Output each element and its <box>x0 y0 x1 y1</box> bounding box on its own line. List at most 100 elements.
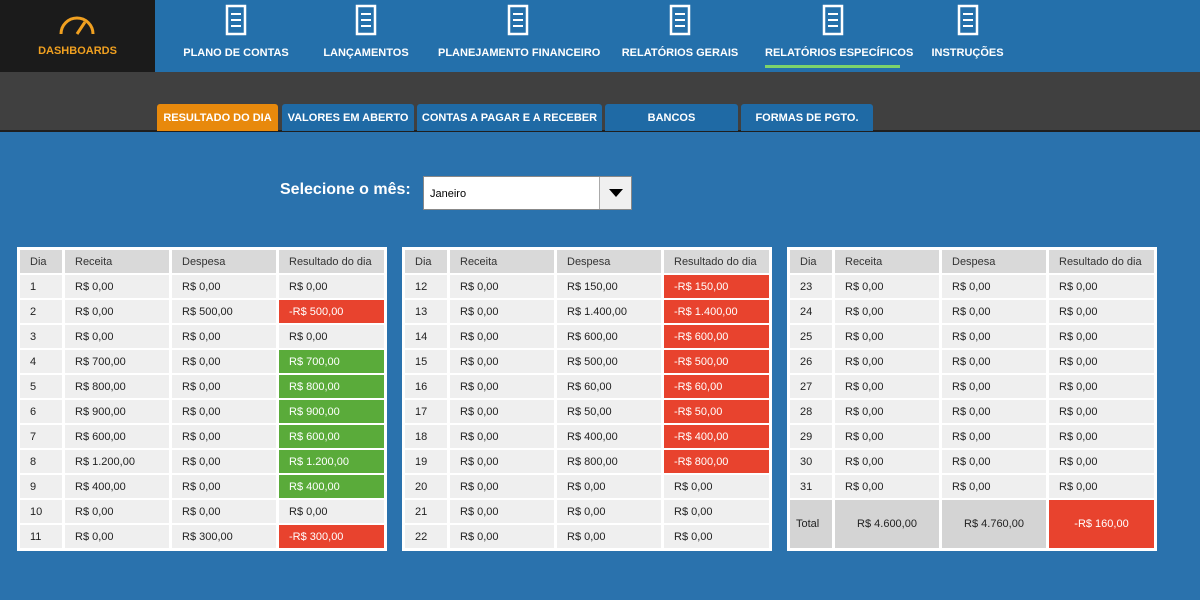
value-cell: R$ 0,00 <box>172 375 276 398</box>
day-cell: 27 <box>790 375 832 398</box>
table-row: 13 R$ 0,00 R$ 1.400,00 -R$ 1.400,00 <box>405 300 769 323</box>
value-cell: R$ 500,00 <box>172 300 276 323</box>
day-cell: 5 <box>20 375 62 398</box>
value-cell: R$ 0,00 <box>1049 325 1154 348</box>
table-row: 8 R$ 1.200,00 R$ 0,00 R$ 1.200,00 <box>20 450 384 473</box>
month-dropdown[interactable]: Janeiro <box>423 176 632 210</box>
nav-label: PLANO DE CONTAS <box>183 47 289 59</box>
value-cell: R$ 0,00 <box>1049 475 1154 498</box>
nav-item[interactable]: PLANEJAMENTO FINANCEIRO <box>438 0 600 72</box>
table-row: 26 R$ 0,00 R$ 0,00 R$ 0,00 <box>790 350 1154 373</box>
value-cell: R$ 0,00 <box>942 325 1046 348</box>
report-table: Dia Receita Despesa Resultado do dia 1 R$ 0,0… <box>17 247 387 551</box>
value-cell: -R$ 300,00 <box>279 525 384 548</box>
value-cell: R$ 0,00 <box>942 475 1046 498</box>
value-cell: R$ 1.400,00 <box>557 300 661 323</box>
column-header: Receita <box>65 250 169 273</box>
table-row: 3 R$ 0,00 R$ 0,00 R$ 0,00 <box>20 325 384 348</box>
value-cell: R$ 0,00 <box>450 350 554 373</box>
table-row: 31 R$ 0,00 R$ 0,00 R$ 0,00 <box>790 475 1154 498</box>
report-table: Dia Receita Despesa Resultado do dia 12 R$ 0,… <box>402 247 772 551</box>
table-row: 7 R$ 600,00 R$ 0,00 R$ 600,00 <box>20 425 384 448</box>
nav-item[interactable]: INSTRUÇÕES <box>920 0 1015 72</box>
value-cell: R$ 0,00 <box>942 375 1046 398</box>
table-row: 11 R$ 0,00 R$ 300,00 -R$ 300,00 <box>20 525 384 548</box>
nav-item[interactable]: PLANO DE CONTAS <box>170 0 302 72</box>
brand[interactable]: DASHBOARDS <box>0 0 155 72</box>
table-row: 10 R$ 0,00 R$ 0,00 R$ 0,00 <box>20 500 384 523</box>
value-cell: R$ 0,00 <box>450 275 554 298</box>
value-cell: R$ 400,00 <box>65 475 169 498</box>
value-cell: R$ 0,00 <box>835 350 939 373</box>
value-cell: R$ 0,00 <box>450 450 554 473</box>
value-cell: -R$ 500,00 <box>279 300 384 323</box>
value-cell: R$ 0,00 <box>835 275 939 298</box>
tab[interactable]: VALORES EM ABERTO <box>282 104 414 131</box>
day-cell: 9 <box>20 475 62 498</box>
value-cell: -R$ 1.400,00 <box>664 300 769 323</box>
day-cell: 31 <box>790 475 832 498</box>
value-cell: R$ 0,00 <box>1049 400 1154 423</box>
gauge-icon <box>59 16 95 35</box>
table-row: 27 R$ 0,00 R$ 0,00 R$ 0,00 <box>790 375 1154 398</box>
day-cell: 8 <box>20 450 62 473</box>
day-cell: 1 <box>20 275 62 298</box>
top-nav: DASHBOARDS PLANO DE CONTAS LANÇAMENTOS PLA… <box>0 0 1200 72</box>
value-cell: R$ 800,00 <box>279 375 384 398</box>
value-cell: R$ 0,00 <box>172 325 276 348</box>
nav-label: RELATÓRIOS ESPECÍFICOS <box>765 47 914 59</box>
column-header: Dia <box>20 250 62 273</box>
value-cell: R$ 0,00 <box>1049 275 1154 298</box>
day-cell: 10 <box>20 500 62 523</box>
value-cell: R$ 0,00 <box>664 525 769 548</box>
table-row: 28 R$ 0,00 R$ 0,00 R$ 0,00 <box>790 400 1154 423</box>
value-cell: R$ 800,00 <box>557 450 661 473</box>
value-cell: -R$ 50,00 <box>664 400 769 423</box>
table-row: 9 R$ 400,00 R$ 0,00 R$ 400,00 <box>20 475 384 498</box>
value-cell: R$ 0,00 <box>279 275 384 298</box>
day-cell: 28 <box>790 400 832 423</box>
value-cell: R$ 0,00 <box>942 400 1046 423</box>
day-cell: 26 <box>790 350 832 373</box>
column-header: Resultado do dia <box>664 250 769 273</box>
month-label: Selecione o mês: <box>280 181 411 198</box>
day-cell: 24 <box>790 300 832 323</box>
table-row: 18 R$ 0,00 R$ 400,00 -R$ 400,00 <box>405 425 769 448</box>
value-cell: R$ 0,00 <box>835 400 939 423</box>
table-row: 4 R$ 700,00 R$ 0,00 R$ 700,00 <box>20 350 384 373</box>
tab[interactable]: BANCOS <box>605 104 738 131</box>
value-cell: R$ 0,00 <box>65 275 169 298</box>
tab[interactable]: CONTAS A PAGAR E A RECEBER <box>417 104 602 131</box>
value-cell: R$ 0,00 <box>835 300 939 323</box>
column-header: Receita <box>450 250 554 273</box>
table-row: 21 R$ 0,00 R$ 0,00 R$ 0,00 <box>405 500 769 523</box>
day-cell: 3 <box>20 325 62 348</box>
tab[interactable]: FORMAS DE PGTO. <box>741 104 873 131</box>
nav-icon <box>957 4 978 36</box>
table-row: 2 R$ 0,00 R$ 500,00 -R$ 500,00 <box>20 300 384 323</box>
table-row: 19 R$ 0,00 R$ 800,00 -R$ 800,00 <box>405 450 769 473</box>
value-cell: R$ 0,00 <box>450 525 554 548</box>
dropdown-arrow[interactable] <box>599 177 631 209</box>
value-cell: R$ 60,00 <box>557 375 661 398</box>
day-cell: 23 <box>790 275 832 298</box>
value-cell: R$ 0,00 <box>835 450 939 473</box>
value-cell: R$ 400,00 <box>279 475 384 498</box>
value-cell: R$ 0,00 <box>450 425 554 448</box>
value-cell: R$ 0,00 <box>942 450 1046 473</box>
day-cell: 20 <box>405 475 447 498</box>
value-cell: R$ 600,00 <box>279 425 384 448</box>
month-value: Janeiro <box>430 188 467 200</box>
value-cell: R$ 0,00 <box>835 375 939 398</box>
nav-item[interactable]: RELATÓRIOS GERAIS <box>615 0 745 72</box>
total-label: Total <box>790 500 832 548</box>
tab[interactable]: RESULTADO DO DIA <box>157 104 278 131</box>
total-cell: R$ 4.600,00 <box>835 500 939 548</box>
nav-item[interactable]: RELATÓRIOS ESPECÍFICOS <box>765 0 914 72</box>
column-header: Dia <box>405 250 447 273</box>
day-cell: 19 <box>405 450 447 473</box>
day-cell: 4 <box>20 350 62 373</box>
header-row: Dia Receita Despesa Resultado do dia <box>20 250 384 273</box>
nav-item[interactable]: LANÇAMENTOS <box>310 0 422 72</box>
value-cell: R$ 0,00 <box>172 425 276 448</box>
